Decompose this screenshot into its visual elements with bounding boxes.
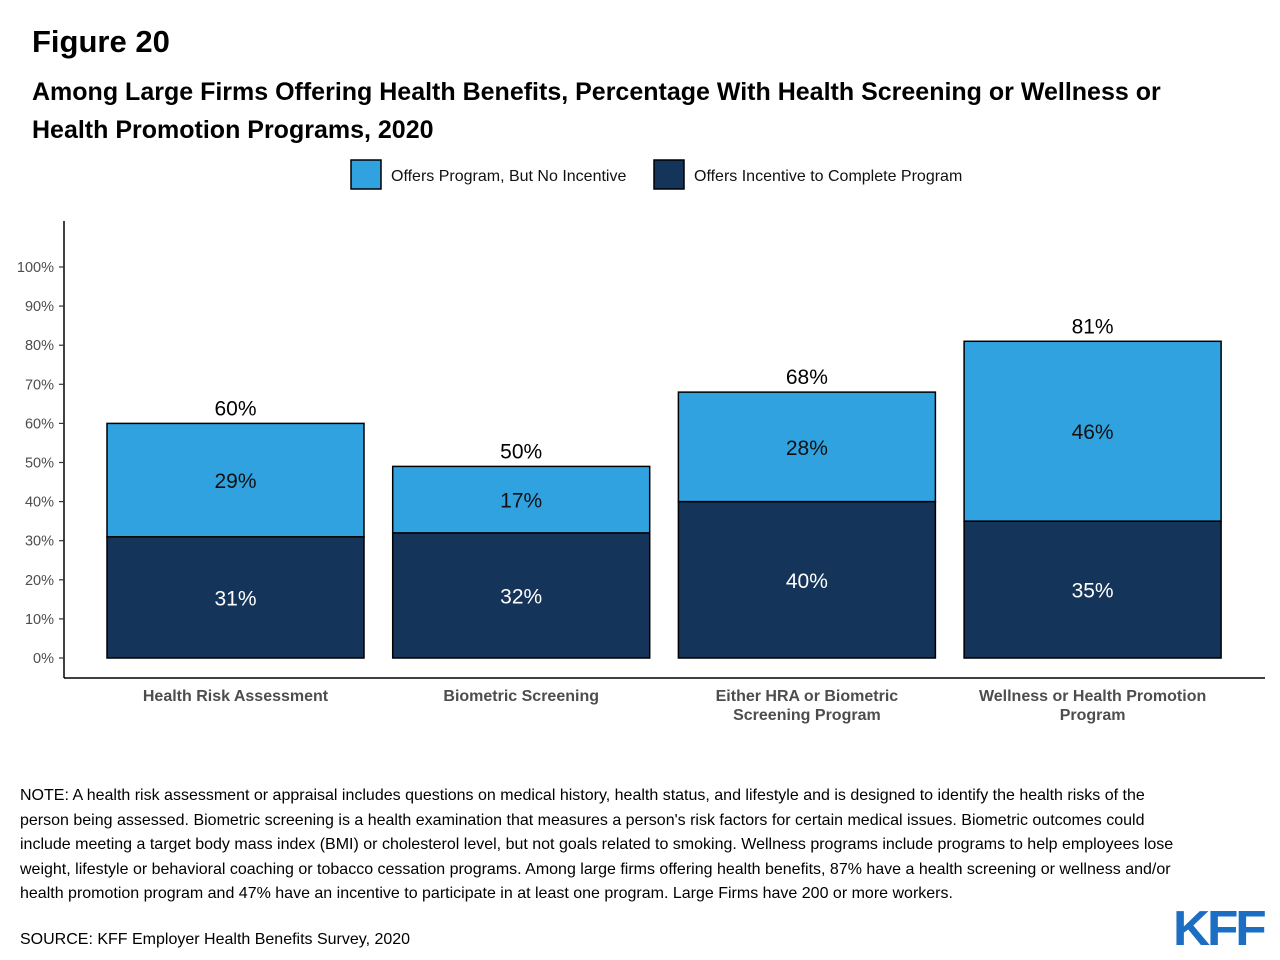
bar-segment-1-1 bbox=[391, 465, 651, 534]
y-tick-label: 40% bbox=[25, 495, 54, 511]
legend-swatch-0 bbox=[350, 159, 382, 190]
kff-logo: KFF bbox=[1173, 902, 1267, 956]
bar-segment-3-1 bbox=[963, 340, 1222, 522]
bar-value-label: 28% bbox=[786, 437, 828, 460]
bar-segment-2-1 bbox=[677, 391, 937, 503]
legend-swatch-1 bbox=[653, 159, 685, 190]
bars: 31% 29% 60% 32% 17% 50% 40% 28% 68% 35% 46% 81% bbox=[106, 315, 1222, 659]
figure-label: Figure 20 bbox=[32, 24, 170, 59]
bar-segment-3-0 bbox=[963, 520, 1222, 659]
x-axis: Health Risk Assessment Biometric Screenin… bbox=[64, 677, 1265, 724]
bar-value-label: 46% bbox=[1072, 421, 1114, 444]
bar-segment-0-0 bbox=[106, 536, 365, 659]
bar-value-label: 40% bbox=[786, 570, 828, 593]
x-tick-label: Either HRA or Biometric bbox=[716, 688, 899, 705]
bar-value-label: 35% bbox=[1072, 580, 1114, 603]
y-tick-label: 60% bbox=[25, 416, 54, 432]
bar-segment-0-1 bbox=[106, 422, 365, 538]
y-tick-label: 0% bbox=[33, 651, 54, 667]
y-tick-label: 10% bbox=[25, 612, 54, 628]
bar-total-label: 60% bbox=[214, 397, 256, 420]
x-tick-label: Health Risk Assessment bbox=[143, 688, 329, 705]
y-tick-label: 20% bbox=[25, 573, 54, 589]
bar-total-label: 68% bbox=[786, 366, 828, 389]
bar-total-label: 81% bbox=[1072, 315, 1114, 338]
y-tick-label: 80% bbox=[25, 338, 54, 354]
y-tick-label: 90% bbox=[25, 299, 54, 315]
legend: Offers Program, But No Incentive Offers I… bbox=[350, 159, 962, 190]
y-tick-label: 70% bbox=[25, 377, 54, 393]
bar-segment-2-0 bbox=[677, 500, 937, 659]
chart: Offers Program, But No Incentive Offers I… bbox=[17, 159, 1265, 724]
y-tick-label: 100% bbox=[17, 260, 54, 276]
bar-value-label: 29% bbox=[214, 470, 256, 493]
bar-value-label: 32% bbox=[500, 585, 542, 608]
x-tick-label: Biometric Screening bbox=[443, 688, 599, 705]
x-tick-label: Screening Program bbox=[733, 707, 881, 724]
legend-label-0: Offers Program, But No Incentive bbox=[391, 168, 626, 185]
bar-value-label: 31% bbox=[214, 587, 256, 610]
legend-label-1: Offers Incentive to Complete Program bbox=[694, 168, 962, 185]
chart-source: SOURCE: KFF Employer Health Benefits Sur… bbox=[20, 931, 411, 948]
bar-total-label: 50% bbox=[500, 440, 542, 463]
x-tick-label: Program bbox=[1060, 707, 1126, 724]
x-tick-label: Wellness or Health Promotion bbox=[979, 688, 1206, 705]
y-tick-label: 50% bbox=[25, 456, 54, 472]
chart-note: NOTE: A health risk assessment or apprai… bbox=[20, 787, 1174, 902]
chart-title: Among Large Firms Offering Health Benefi… bbox=[32, 78, 1161, 144]
y-tick-label: 30% bbox=[25, 534, 54, 550]
y-axis: 0% 10% 20% 30% 40% 50% 60% 70% 80% 90% 100% bbox=[17, 221, 65, 678]
bar-value-label: 17% bbox=[500, 490, 542, 513]
